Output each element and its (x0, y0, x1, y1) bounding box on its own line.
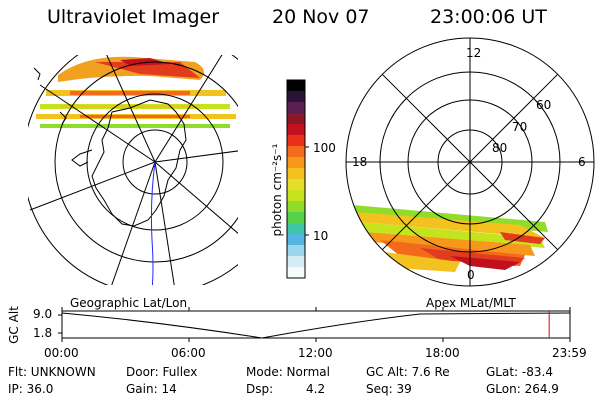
geo-map-label: Geographic Lat/Lon (70, 296, 188, 310)
colorbar-swatch (287, 245, 305, 257)
colorbar-swatch (287, 113, 305, 125)
altitude-ytick-9: 9.0 (33, 307, 53, 321)
colorbar-swatch (287, 267, 305, 279)
footer-flt: Flt: UNKNOWN (8, 365, 96, 379)
altitude-xtick-1800: 18:00 (425, 346, 460, 360)
colorbar-swatch (287, 168, 305, 180)
colorbar-swatch (287, 135, 305, 147)
geographic-map (28, 55, 238, 285)
colorbar-swatch (287, 234, 305, 246)
colorbar (286, 79, 309, 279)
mlt-lat-70: 70 (512, 120, 528, 134)
footer-glon: GLon: 264.9 (486, 382, 559, 396)
geo-coastline (33, 67, 187, 227)
geo-footprint-trace (150, 161, 156, 285)
altitude-xtick-1200: 12:00 (298, 346, 333, 360)
footer-gain: Gain: 14 (126, 382, 177, 396)
footer-dsp-value: 4.2 (306, 382, 326, 396)
colorbar-swatch (287, 212, 305, 224)
mlt-hour-12: 12 (466, 46, 482, 60)
colorbar-swatch (287, 179, 305, 191)
altitude-ytick-1.8: 1.8 (33, 326, 53, 340)
colorbar-frame (286, 79, 306, 279)
altitude-xtick-2359: 23:59 (552, 346, 587, 360)
colorbar-swatch (287, 91, 305, 103)
mlt-dial (345, 37, 595, 287)
altitude-ylabel: GC Alt (7, 306, 21, 344)
geo-meridians (29, 55, 238, 285)
footer-door: Door: Fullex (126, 365, 198, 379)
colorbar-unit-label: photon cm⁻²s⁻¹ (270, 143, 284, 237)
colorbar-swatch (287, 201, 305, 213)
colorbar-tick-100: 100 (313, 141, 336, 155)
colorbar-swatch (287, 157, 305, 169)
colorbar-swatch (287, 146, 305, 158)
mlt-lat-80: 80 (492, 141, 508, 155)
mlt-hour-18: 18 (352, 155, 368, 169)
altitude-xtick-0600: 06:00 (171, 346, 206, 360)
footer-gc-alt: GC Alt: 7.6 Re (366, 365, 450, 379)
footer-ip: IP: 36.0 (8, 382, 54, 396)
footer-mode: Mode: Normal (246, 365, 330, 379)
mlt-aurora-bands (352, 205, 548, 272)
time-label: 23:00:06 UT (430, 6, 547, 28)
colorbar-swatch (287, 102, 305, 114)
footer-glat: GLat: -83.4 (486, 365, 553, 379)
mlt-hour-0: 0 (467, 268, 475, 282)
mlt-lat-60: 60 (536, 98, 552, 112)
altitude-trace (61, 312, 571, 339)
colorbar-swatch (287, 124, 305, 136)
colorbar-swatch (287, 256, 305, 268)
altitude-xtick-0000: 00:00 (44, 346, 79, 360)
colorbar-swatch (287, 190, 305, 202)
colorbar-tick-10: 10 (313, 229, 329, 243)
mlt-hour-6: 6 (578, 155, 586, 169)
mlt-dial-label: Apex MLat/MLT (426, 296, 516, 310)
footer-dsp-label: Dsp: (246, 382, 274, 396)
colorbar-swatch (287, 80, 305, 92)
instrument-title: Ultraviolet Imager (47, 6, 220, 28)
colorbar-swatch (287, 223, 305, 235)
date-label: 20 Nov 07 (272, 6, 370, 28)
footer-seq: Seq: 39 (366, 382, 412, 396)
altitude-plot (58, 307, 571, 342)
